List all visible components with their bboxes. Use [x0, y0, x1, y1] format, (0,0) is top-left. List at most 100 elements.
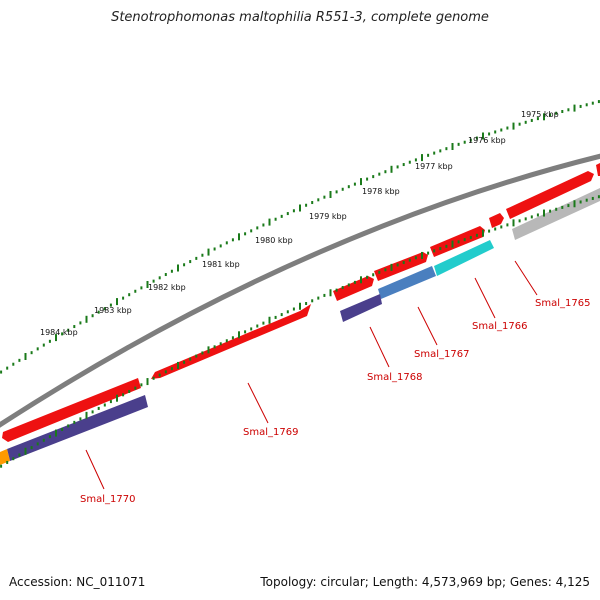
scale-tick-minor — [164, 370, 167, 374]
scale-tick-minor — [164, 273, 167, 277]
forward-gene-track — [2, 163, 600, 442]
scale-tick-minor — [219, 342, 222, 346]
scale-tick-minor — [305, 203, 308, 207]
scale-tick-major — [238, 233, 240, 241]
scale-tick-major — [299, 204, 301, 212]
scale-tick-minor — [530, 215, 533, 219]
scale-tick-major — [512, 219, 515, 227]
scale-tick-major — [268, 218, 271, 226]
scale-tick-minor — [6, 460, 9, 464]
scale-tick-major — [451, 240, 454, 248]
scale-tick-minor — [402, 163, 405, 167]
scale-tick-minor — [0, 464, 3, 468]
scale-tick-minor — [335, 288, 338, 292]
scale-tick-minor — [402, 261, 405, 265]
scale-tick-minor — [225, 339, 228, 343]
scale-tick-major — [390, 165, 393, 173]
scale-tick-minor — [189, 357, 192, 361]
scale-tick-minor — [347, 283, 350, 287]
scale-tick-minor — [457, 142, 460, 146]
scale-tick-minor — [244, 330, 247, 334]
scale-tick-major — [360, 276, 362, 284]
scale-tick-major — [573, 200, 576, 208]
scale-tick-minor — [134, 289, 137, 293]
label-leader-lines — [85, 260, 538, 490]
scale-tick-minor — [494, 130, 497, 134]
scale-tick-minor — [506, 126, 509, 130]
scale-tick-minor — [433, 151, 436, 155]
scale-tick-minor — [567, 108, 570, 112]
scale-tick-minor — [213, 247, 216, 251]
scale-tick-major — [573, 104, 576, 112]
scale-tick-major — [543, 113, 545, 121]
scale-tick-minor — [286, 212, 289, 216]
scale-tick-minor — [536, 213, 539, 217]
scale-tick-minor — [244, 232, 247, 236]
scale-tick-major — [299, 302, 301, 310]
scale-tick-minor — [140, 286, 143, 290]
leader-line — [514, 260, 538, 296]
scale-tick-minor — [500, 128, 503, 132]
gene-arrow-forward — [489, 213, 504, 228]
scale-tick-minor — [378, 172, 381, 176]
scale-tick-minor — [231, 336, 234, 340]
feature-steel-blue — [378, 266, 436, 299]
scale-tick-minor — [445, 244, 448, 248]
scale-tick-major — [207, 346, 210, 354]
leader-line — [474, 277, 496, 319]
scale-tick-minor — [183, 263, 186, 267]
scale-tick-minor — [225, 241, 228, 245]
gene-label-smal-1765: Smal_1765 — [535, 298, 590, 309]
scale-tick-minor — [524, 120, 527, 124]
scale-tick-minor — [530, 118, 533, 122]
scale-tick-minor — [317, 198, 320, 202]
scale-tick-minor — [91, 410, 94, 414]
gene-label-smal-1769: Smal_1769 — [243, 427, 298, 438]
scale-tick-minor — [97, 310, 100, 314]
scale-tick-minor — [128, 389, 131, 393]
scale-tick-major — [207, 248, 210, 256]
scale-tick-minor — [79, 417, 82, 421]
scale-tick-minor — [396, 165, 399, 169]
scale-label-1978: 1978 kbp — [362, 187, 400, 196]
gene-arrow-forward — [430, 226, 485, 257]
gene-arrow-forward — [151, 304, 311, 379]
scale-tick-minor — [231, 238, 234, 242]
leader-line — [369, 326, 390, 368]
leader-line — [85, 449, 105, 490]
scale-tick-minor — [109, 400, 112, 404]
scale-label-1984: 1984 kbp — [40, 328, 78, 337]
scale-tick-minor — [323, 293, 326, 297]
feature-purple — [340, 294, 382, 322]
scale-tick-minor — [286, 310, 289, 314]
scale-tick-minor — [42, 438, 45, 442]
scale-tick-major — [177, 264, 179, 272]
scale-label-1981: 1981 kbp — [202, 260, 240, 269]
scale-tick-minor — [591, 196, 594, 200]
scale-tick-minor — [366, 177, 369, 181]
scale-tick-minor — [36, 347, 39, 351]
scale-tick-major — [268, 316, 271, 324]
scale-tick-minor — [408, 160, 411, 164]
scale-tick-minor — [311, 201, 314, 205]
scale-label-1975: 1975 kbp — [521, 110, 559, 119]
scale-tick-minor — [384, 170, 387, 174]
scale-tick-minor — [201, 253, 204, 257]
scale-tick-minor — [0, 370, 3, 374]
scale-tick-minor — [292, 307, 295, 311]
scale-tick-minor — [506, 223, 509, 227]
scale-tick-minor — [195, 354, 198, 358]
scale-tick-minor — [439, 149, 442, 153]
scale-tick-minor — [152, 376, 155, 380]
scale-tick-major — [177, 361, 179, 369]
scale-tick-minor — [48, 339, 51, 343]
scale-tick-major — [390, 263, 393, 271]
scale-tick-minor — [219, 244, 222, 248]
scale-tick-minor — [18, 453, 21, 457]
scale-tick-major — [451, 143, 454, 150]
scale-tick-minor — [67, 424, 70, 428]
scale-tick-minor — [463, 238, 466, 242]
scale-tick-major — [24, 447, 27, 455]
scale-tick-minor — [61, 332, 64, 336]
